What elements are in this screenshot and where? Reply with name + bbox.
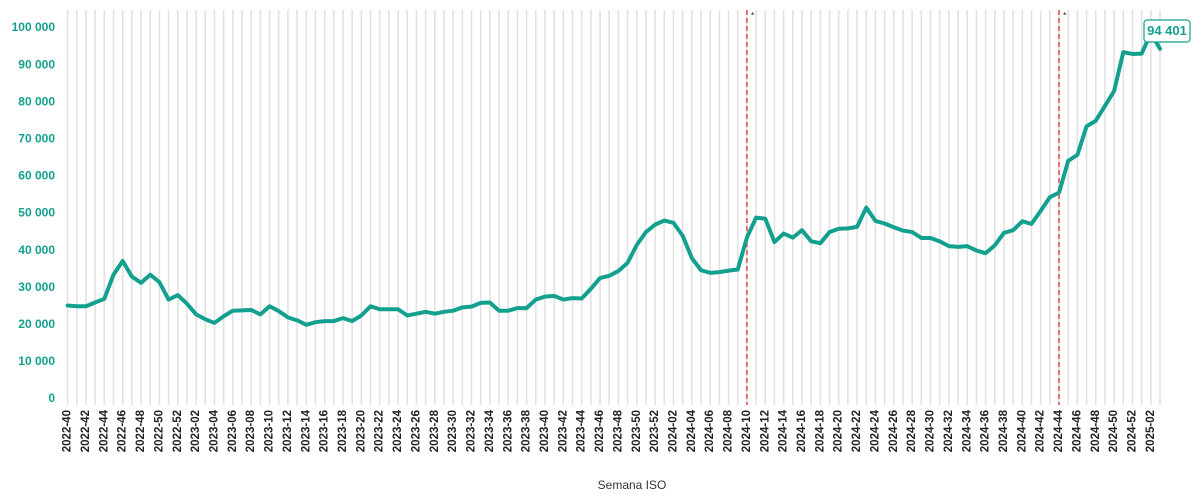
y-tick-label: 100 000: [12, 20, 56, 34]
y-tick-label: 40 000: [18, 243, 55, 257]
value-label-box: [1143, 19, 1191, 43]
x-tick-label: 2024-36: [980, 410, 992, 452]
x-tick-label: 2023-48: [612, 409, 624, 452]
x-tick-label: 2024-34: [961, 409, 973, 452]
y-tick-label: 60 000: [18, 169, 55, 183]
x-tick-label: 2023-20: [355, 410, 367, 452]
x-axis-title: Semana ISO: [598, 478, 667, 492]
x-tick-label: 2023-46: [594, 410, 606, 452]
x-tick-label: 2022-52: [172, 410, 184, 452]
x-tick-label: 2023-52: [649, 410, 661, 452]
x-tick-label: 2023-34: [484, 409, 496, 452]
x-tick-label: 2023-06: [227, 410, 239, 452]
y-tick-label: 80 000: [18, 94, 55, 108]
x-tick-label: 2024-30: [925, 410, 937, 452]
x-tick-label: 2023-10: [264, 410, 276, 452]
x-tick-label: 2023-24: [392, 409, 404, 452]
event-label: *: [751, 10, 755, 20]
x-tick-label: 2023-28: [429, 409, 441, 452]
x-tick-label: 2025-02: [1145, 410, 1157, 452]
x-tick-label: 2022-50: [153, 410, 165, 452]
x-tick-label: 2024-18: [814, 409, 826, 452]
x-tick-label: 2023-16: [319, 410, 331, 452]
x-tick-label: 2023-22: [374, 410, 386, 452]
x-tick-label: 2023-32: [466, 410, 478, 452]
x-tick-label: 2024-24: [869, 409, 881, 452]
x-tick-label: 2023-30: [447, 410, 459, 452]
x-tick-label: 2024-16: [796, 410, 808, 452]
x-tick-label: 2024-42: [1035, 410, 1047, 452]
x-tick-label: 2024-50: [1108, 410, 1120, 452]
x-tick-label: 2024-04: [686, 409, 698, 452]
x-tick-label: 2023-44: [576, 409, 588, 452]
x-tick-label: 2024-38: [998, 409, 1010, 452]
x-tick-label: 2024-10: [741, 410, 753, 452]
x-tick-label: 2023-04: [209, 409, 221, 452]
x-tick-label: 2022-42: [80, 410, 92, 452]
x-tick-label: 2024-08: [723, 409, 735, 452]
y-tick-label: 90 000: [18, 57, 55, 71]
x-tick-label: 2024-12: [759, 410, 771, 452]
y-tick-label: 10 000: [18, 354, 55, 368]
x-tick-label: 2023-40: [539, 410, 551, 452]
x-tick-label: 2024-52: [1127, 410, 1139, 452]
x-tick-label: 2022-40: [62, 410, 74, 452]
x-tick-label: 2024-44: [1053, 409, 1065, 452]
x-tick-label: 2024-22: [851, 410, 863, 452]
y-tick-label: 20 000: [18, 317, 55, 331]
x-tick-label: 2024-20: [833, 410, 845, 452]
x-tick-label: 2024-06: [704, 410, 716, 452]
value-label-text: 94 401: [1147, 23, 1187, 38]
x-tick-label: 2022-48: [135, 409, 147, 452]
x-tick-label: 2022-44: [98, 409, 110, 452]
y-tick-label: 50 000: [18, 206, 55, 220]
x-tick-label: 2024-48: [1090, 409, 1102, 452]
x-tick-label: 2024-02: [668, 410, 680, 452]
x-tick-label: 2023-38: [521, 409, 533, 452]
y-tick-label: 30 000: [18, 280, 55, 294]
x-tick-label: 2024-32: [943, 410, 955, 452]
x-tick-label: 2024-40: [1016, 410, 1028, 452]
x-tick-label: 2023-36: [502, 410, 514, 452]
x-tick-label: 2023-50: [631, 410, 643, 452]
x-tick-label: 2024-26: [888, 410, 900, 452]
x-tick-label: 2023-08: [245, 409, 257, 452]
series-line: [65, 31, 1163, 327]
y-tick-label: 70 000: [18, 131, 55, 145]
value-label: 94 401: [1143, 19, 1191, 43]
x-tick-label: 2023-14: [300, 409, 312, 452]
x-tick-label: 2023-02: [190, 410, 202, 452]
x-tick-label: 2023-18: [337, 409, 349, 452]
x-tick-label: 2024-46: [1071, 410, 1083, 452]
event-label: *: [1063, 10, 1067, 20]
x-tick-label: 2024-28: [906, 409, 918, 452]
x-tick-label: 2023-42: [557, 410, 569, 452]
x-tick-label: 2023-26: [410, 410, 422, 452]
y-tick-label: 0: [48, 391, 55, 405]
x-tick-label: 2023-12: [282, 410, 294, 452]
x-tick-label: 2022-46: [117, 410, 129, 452]
x-tick-label: 2024-14: [778, 409, 790, 452]
